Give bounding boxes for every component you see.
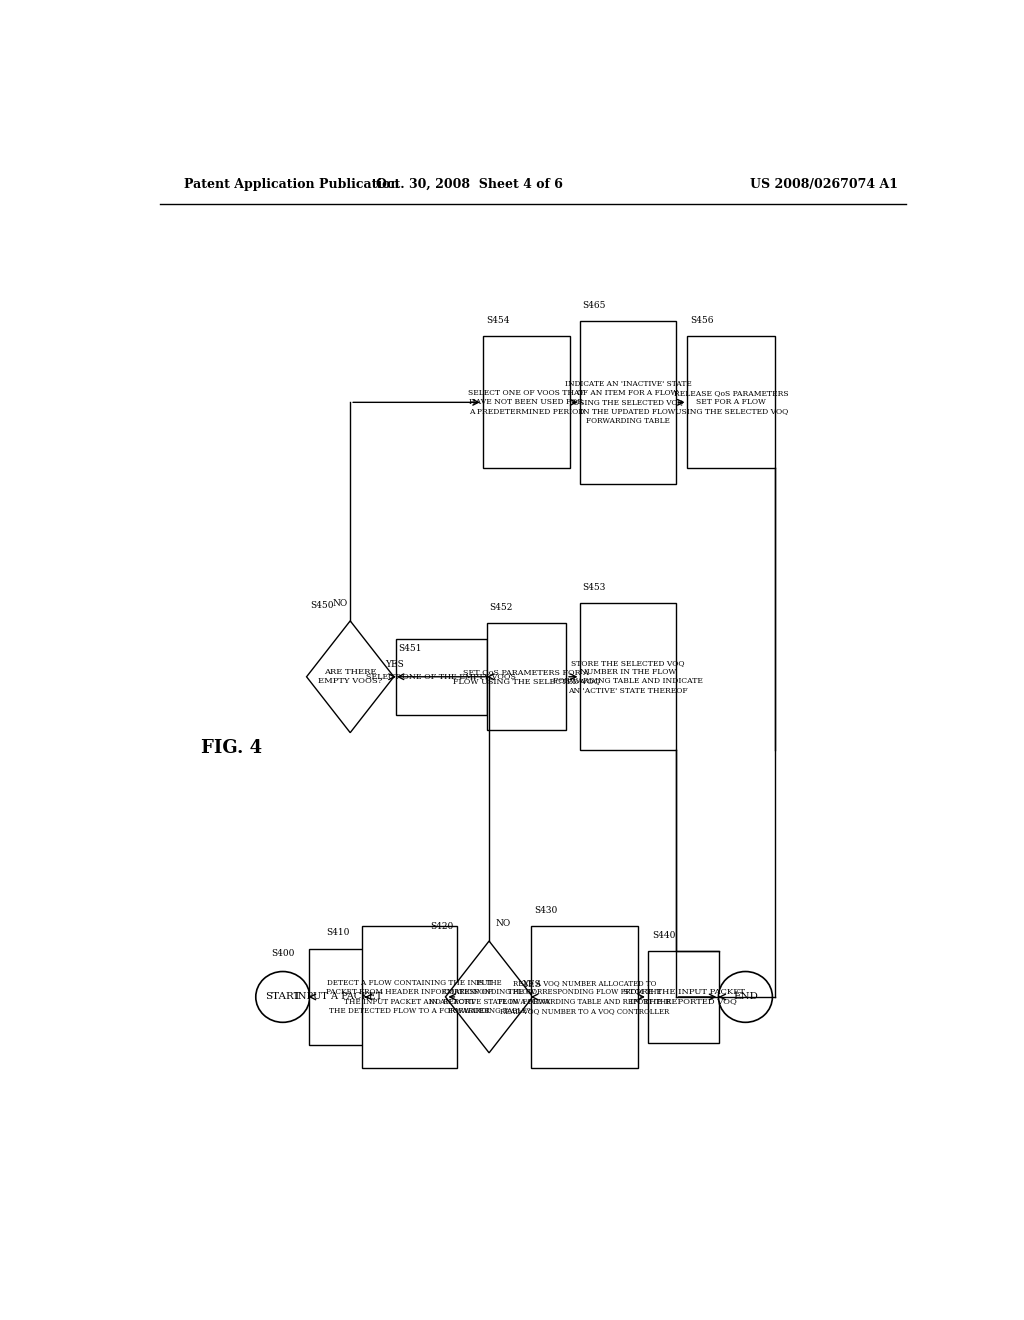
- Bar: [648, 952, 719, 1043]
- Polygon shape: [445, 941, 532, 1053]
- Text: S465: S465: [583, 301, 606, 310]
- Text: START: START: [265, 993, 301, 1002]
- Text: RELEASE QoS PARAMETERS
SET FOR A FLOW
USING THE SELECTED VOQ: RELEASE QoS PARAMETERS SET FOR A FLOW US…: [674, 389, 788, 416]
- Text: S400: S400: [271, 949, 295, 958]
- Polygon shape: [306, 620, 394, 733]
- Text: STORE THE INPUT PACKET
IN THE REPORTED VOQ: STORE THE INPUT PACKET IN THE REPORTED V…: [623, 989, 744, 1006]
- Text: INPUT A PACKET: INPUT A PACKET: [294, 993, 383, 1002]
- Ellipse shape: [719, 972, 772, 1022]
- Text: ARE THERE
EMPTY VOOS?: ARE THERE EMPTY VOOS?: [318, 668, 382, 685]
- Text: S410: S410: [327, 928, 350, 937]
- Bar: [362, 925, 458, 1068]
- Text: S450: S450: [310, 601, 334, 610]
- Text: YES: YES: [522, 981, 541, 989]
- Text: FIG. 4: FIG. 4: [201, 739, 262, 756]
- Text: S453: S453: [583, 583, 606, 591]
- Text: Oct. 30, 2008  Sheet 4 of 6: Oct. 30, 2008 Sheet 4 of 6: [376, 178, 562, 191]
- Text: DETECT A FLOW CONTAINING THE INPUT
PACKET FROM HEADER INFORMATION OF
THE INPUT P: DETECT A FLOW CONTAINING THE INPUT PACKE…: [327, 979, 493, 1015]
- Text: SELECT ONE OF THE EMPTY VOOS: SELECT ONE OF THE EMPTY VOOS: [367, 673, 516, 681]
- Text: S456: S456: [690, 315, 714, 325]
- Bar: [486, 623, 566, 730]
- Text: END: END: [733, 993, 758, 1002]
- Text: READ A VOQ NUMBER ALLOCATED TO
THE CORRESPONDING FLOW FROM THE
FLOW FORWARDING T: READ A VOQ NUMBER ALLOCATED TO THE CORRE…: [498, 979, 671, 1015]
- Text: NO: NO: [333, 598, 348, 607]
- Bar: [396, 639, 487, 715]
- Bar: [482, 337, 570, 469]
- Text: S430: S430: [535, 906, 558, 915]
- Text: US 2008/0267074 A1: US 2008/0267074 A1: [750, 178, 898, 191]
- Text: SET QoS PARAMETERS FOR A
FLOW USING THE SELECTED VOQ: SET QoS PARAMETERS FOR A FLOW USING THE …: [453, 668, 600, 685]
- Text: S420: S420: [430, 921, 453, 931]
- Ellipse shape: [256, 972, 309, 1022]
- Bar: [530, 925, 638, 1068]
- Text: IS THE
CORRESPONDING FLOW
IN AN ACTIVE STATE IN A FLOW
FORWARDING TABLE?: IS THE CORRESPONDING FLOW IN AN ACTIVE S…: [428, 979, 550, 1015]
- Text: NO: NO: [496, 919, 511, 928]
- Text: S451: S451: [397, 644, 421, 653]
- Bar: [581, 321, 676, 483]
- Bar: [581, 603, 676, 751]
- Text: S452: S452: [489, 603, 512, 612]
- Text: S454: S454: [486, 315, 510, 325]
- Bar: [687, 337, 775, 469]
- Text: SELECT ONE OF VOOS THAT
HAVE NOT BEEN USED FOR
A PREDETERMINED PERIOD: SELECT ONE OF VOOS THAT HAVE NOT BEEN US…: [468, 389, 585, 416]
- Text: STORE THE SELECTED VOQ
NUMBER IN THE FLOW
FORWARDING TABLE AND INDICATE
AN 'ACTI: STORE THE SELECTED VOQ NUMBER IN THE FLO…: [553, 659, 702, 694]
- Bar: [308, 949, 368, 1045]
- Text: Patent Application Publication: Patent Application Publication: [183, 178, 399, 191]
- Text: INDICATE AN 'INACTIVE' STATE
OF AN ITEM FOR A FLOW
USING THE SELECTED VOQ
IN THE: INDICATE AN 'INACTIVE' STATE OF AN ITEM …: [564, 380, 691, 425]
- Text: YES: YES: [385, 660, 404, 669]
- Text: S440: S440: [651, 931, 675, 940]
